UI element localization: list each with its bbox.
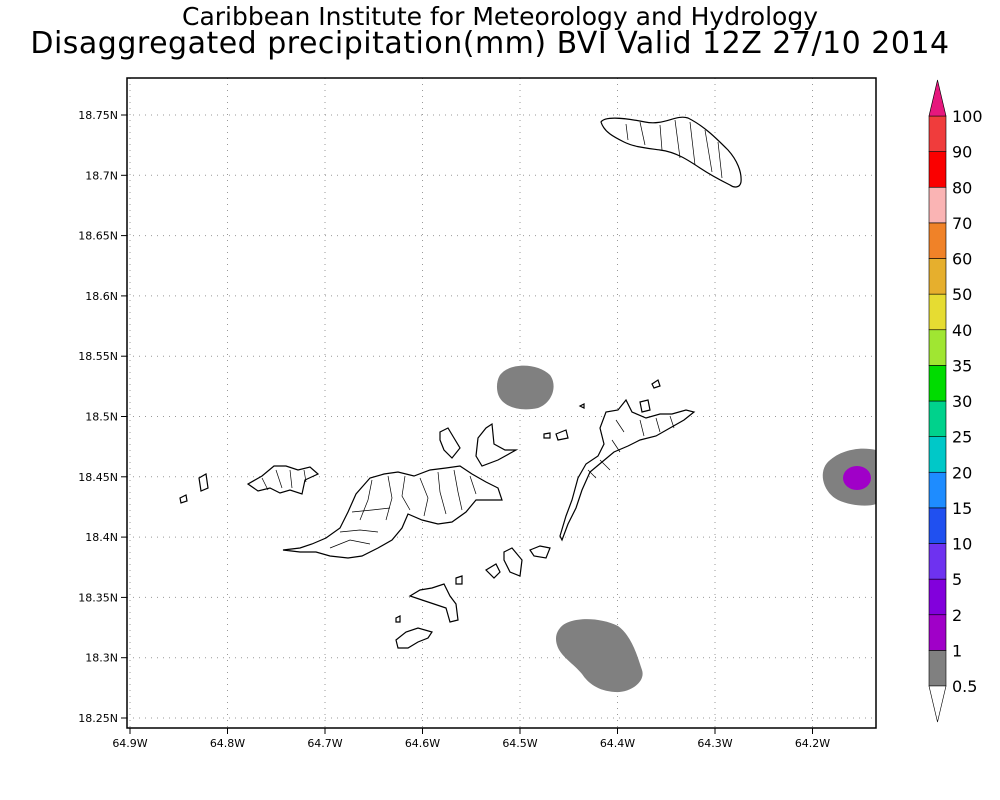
colorbar-label: 50 xyxy=(952,285,972,304)
lat-tick-label: 18.35N xyxy=(78,591,118,604)
lon-tick-label: 64.3W xyxy=(697,737,732,750)
lat-tick-labels: 18.25N 18.3N 18.35N 18.4N 18.45N 18.5N 18.55N 1… xyxy=(78,109,127,725)
colorbar-top-arrow xyxy=(928,79,947,117)
island-small-north-3 xyxy=(555,429,569,441)
colorbar-label: 1 xyxy=(952,641,962,660)
colorbar-swatch xyxy=(928,329,947,366)
colorbar-label: 35 xyxy=(952,356,972,375)
island-subdivisions xyxy=(261,119,723,549)
lat-tick-label: 18.45N xyxy=(78,471,118,484)
colorbar-label: 15 xyxy=(952,499,972,518)
island-cooper-island xyxy=(529,545,551,559)
lat-tick-label: 18.6N xyxy=(85,290,118,303)
colorbar-swatch xyxy=(928,400,947,437)
island-peter-island xyxy=(408,583,459,623)
island-norman-island xyxy=(395,627,433,649)
lat-tick-label: 18.5N xyxy=(85,411,118,424)
colorbar-swatch xyxy=(928,115,947,152)
colorbar-label: 20 xyxy=(952,463,972,482)
lat-lon-grid xyxy=(127,78,876,728)
colorbar-swatch xyxy=(928,471,947,509)
lon-tick-label: 64.4W xyxy=(600,737,635,750)
colorbar-label: 70 xyxy=(952,214,972,233)
colorbar-swatch xyxy=(928,507,947,544)
colorbar-label: 25 xyxy=(952,428,972,447)
chart-subtitle: Disaggregated precipitation(mm) BVI Vali… xyxy=(30,26,950,61)
island-st-john-area xyxy=(246,465,320,495)
island-small-south-2 xyxy=(395,615,401,623)
lat-tick-label: 18.25N xyxy=(78,712,118,725)
colorbar-swatch xyxy=(928,151,947,188)
colorbar-swatch xyxy=(928,186,947,224)
lon-tick-label: 64.6W xyxy=(405,737,440,750)
islands-layer xyxy=(179,116,742,649)
precip-north-of-tortola-cell xyxy=(496,365,554,410)
lat-tick-label: 18.4N xyxy=(85,531,118,544)
lon-tick-label: 64.2W xyxy=(795,737,830,750)
lat-tick-label: 18.55N xyxy=(78,350,118,363)
lat-tick-label: 18.75N xyxy=(78,109,118,122)
island-ginger-island xyxy=(485,563,501,579)
chart-title: Caribbean Institute for Meteorology and … xyxy=(182,2,818,31)
island-small-south-1 xyxy=(455,575,463,585)
colorbar-label: 30 xyxy=(952,392,972,411)
island-west-islet-2 xyxy=(179,494,188,504)
colorbar-swatch xyxy=(928,650,947,687)
island-small-north-2 xyxy=(543,432,551,439)
lon-tick-label: 64.7W xyxy=(307,737,342,750)
lat-tick-label: 18.65N xyxy=(78,230,118,243)
lon-tick-label: 64.9W xyxy=(112,737,147,750)
colorbar-swatch xyxy=(928,293,947,331)
colorbar-label: 40 xyxy=(952,321,972,340)
island-tortola xyxy=(282,465,503,559)
island-small-east-2 xyxy=(651,379,661,389)
precip-south-cell xyxy=(556,619,643,693)
colorbar-swatch xyxy=(928,365,947,402)
colorbar-swatch xyxy=(928,436,947,473)
precip-east-edge-core xyxy=(843,466,871,490)
colorbar-swatch xyxy=(928,258,947,295)
island-salt-island xyxy=(503,547,523,577)
colorbar-bottom-arrow xyxy=(928,685,947,723)
colorbar-label: 100 xyxy=(952,107,983,126)
colorbar-swatch xyxy=(928,543,947,580)
colorbar-label: 2 xyxy=(952,606,962,625)
island-virgin-gorda xyxy=(559,398,696,542)
island-jost-van-dyke xyxy=(439,427,461,459)
island-small-north-1 xyxy=(475,422,519,467)
colorbar-label: 60 xyxy=(952,250,972,269)
colorbar-label: 5 xyxy=(952,570,962,589)
lat-tick-label: 18.3N xyxy=(85,652,118,665)
colorbar-swatch xyxy=(928,578,947,616)
plot-frame xyxy=(126,77,877,729)
lon-tick-labels: 64.9W 64.8W 64.7W 64.6W 64.5W 64.4W 64.3W 64.2W xyxy=(112,728,830,750)
colorbar-label: 90 xyxy=(952,143,972,162)
lat-tick-label: 18.7N xyxy=(85,169,118,182)
lon-tick-label: 64.8W xyxy=(210,737,245,750)
lon-tick-label: 64.5W xyxy=(502,737,537,750)
island-small-east-1 xyxy=(639,399,651,413)
island-west-islet-1 xyxy=(198,473,209,492)
colorbar-label: 80 xyxy=(952,178,972,197)
island-small-east-3 xyxy=(578,403,585,409)
colorbar-label: 0.5 xyxy=(952,677,977,696)
colorbar-swatch xyxy=(928,614,947,651)
colorbar-swatch xyxy=(928,222,947,259)
island-anegada xyxy=(600,116,742,188)
precipitation-layer xyxy=(496,365,876,693)
colorbar-label: 10 xyxy=(952,535,972,554)
